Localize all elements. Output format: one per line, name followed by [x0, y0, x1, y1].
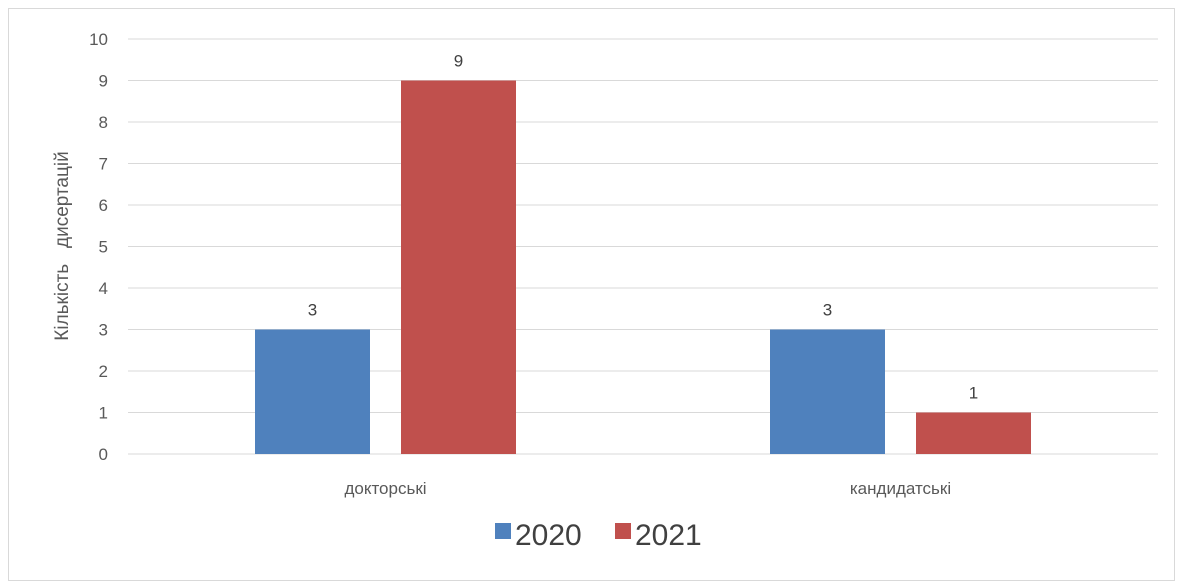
legend-label: 2021 — [635, 519, 702, 552]
y-tick-labels: 0 1 2 3 4 5 6 7 8 9 10 — [89, 30, 108, 464]
data-label: 1 — [969, 384, 978, 403]
bar-2021-1 — [916, 412, 1031, 454]
y-tick-label: 8 — [99, 113, 108, 132]
y-tick-label: 0 — [99, 445, 108, 464]
data-label: 3 — [308, 301, 317, 320]
y-tick-label: 3 — [99, 321, 108, 340]
y-tick-label: 2 — [99, 362, 108, 381]
y-tick-label: 5 — [99, 238, 108, 257]
bars — [255, 80, 1031, 454]
y-tick-label: 6 — [99, 196, 108, 215]
legend-label: 2020 — [515, 519, 582, 552]
y-tick-label: 7 — [99, 155, 108, 174]
bar-2020-0 — [255, 329, 370, 454]
y-axis-title: Кількість дисертацій — [52, 151, 73, 340]
category-labels: докторські кандидатські — [344, 479, 951, 498]
clipped-text-line — [20, 0, 1150, 4]
legend: 2020 2021 — [495, 519, 702, 552]
category-label: докторські — [344, 479, 426, 498]
category-label: кандидатські — [850, 479, 951, 498]
bar-2021-0 — [401, 80, 516, 454]
data-label: 9 — [454, 52, 463, 71]
legend-swatch — [495, 523, 511, 539]
legend-swatch — [615, 523, 631, 539]
y-tick-label: 9 — [99, 72, 108, 91]
bar-2020-1 — [770, 329, 885, 454]
y-tick-label: 4 — [99, 279, 108, 298]
y-tick-label: 10 — [89, 30, 108, 49]
data-label: 3 — [823, 301, 832, 320]
chart-frame — [8, 8, 1175, 581]
y-tick-label: 1 — [99, 404, 108, 423]
data-labels: 3 9 3 1 — [308, 52, 978, 403]
